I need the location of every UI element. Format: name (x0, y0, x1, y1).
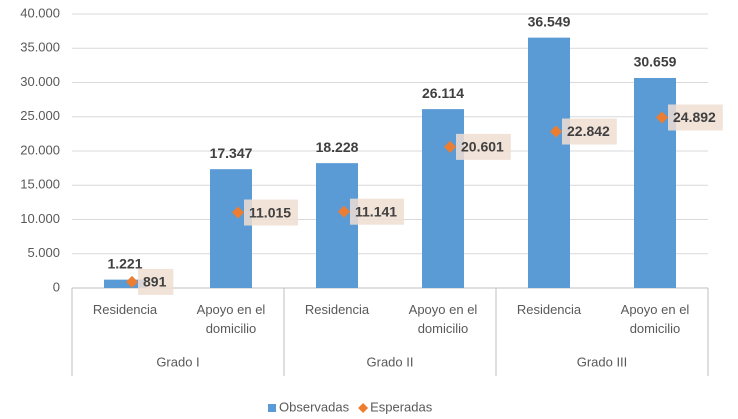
data-label-bg (350, 198, 405, 225)
legend-label: Esperadas (370, 399, 433, 414)
marker (232, 206, 244, 219)
y-tick-label: 25.000 (20, 108, 60, 123)
data-label: 891 (143, 274, 167, 290)
x-tick-label: Apoyo en el domicilio (620, 302, 690, 336)
data-label: 11.141 (355, 203, 397, 219)
x-tick-label: Residencia (304, 302, 370, 317)
x-tick-label: Residencia (516, 302, 582, 317)
data-label-bg (562, 118, 617, 145)
legend-label: Observadas (279, 399, 350, 414)
bar (210, 169, 252, 288)
data-label: 1.221 (107, 255, 142, 271)
y-tick-label: 0 (53, 279, 60, 294)
data-label: 22.842 (567, 123, 610, 139)
y-tick-label: 20.000 (20, 142, 60, 157)
group-label: Grado I (156, 354, 199, 369)
data-label: 24.892 (673, 109, 716, 125)
data-label: 30.659 (634, 54, 677, 70)
group-label: Grado II (367, 354, 414, 369)
data-label: 18.228 (316, 139, 359, 155)
y-tick-label: 40.000 (20, 5, 60, 20)
data-label: 20.601 (461, 139, 504, 155)
bar (104, 279, 146, 288)
data-label: 26.114 (422, 85, 464, 101)
marker (126, 275, 138, 288)
bar (316, 163, 358, 288)
y-tick-label: 35.000 (20, 40, 60, 55)
legend-swatch (358, 403, 369, 413)
legend-swatch (268, 404, 276, 412)
group-label: Grado III (577, 354, 628, 369)
y-tick-label: 5.000 (27, 245, 60, 260)
marker (656, 111, 668, 124)
data-label-bg (244, 199, 299, 226)
marker (338, 205, 350, 218)
data-label-bg (668, 104, 723, 131)
y-tick-label: 10.000 (20, 211, 60, 226)
y-tick-label: 30.000 (20, 74, 60, 89)
x-tick-label: Residencia (92, 302, 158, 317)
bar (528, 37, 570, 289)
x-tick-label: Apoyo en el domicilio (196, 302, 266, 336)
data-label: 36.549 (528, 13, 571, 29)
data-label-bg (456, 133, 511, 160)
marker (444, 140, 456, 153)
x-tick-label: Apoyo en el domicilio (408, 302, 478, 336)
marker (550, 125, 562, 138)
data-label: 11.015 (249, 204, 291, 220)
data-label-bg (138, 268, 174, 295)
y-tick-label: 15.000 (20, 177, 60, 192)
data-label: 17.347 (210, 145, 253, 161)
